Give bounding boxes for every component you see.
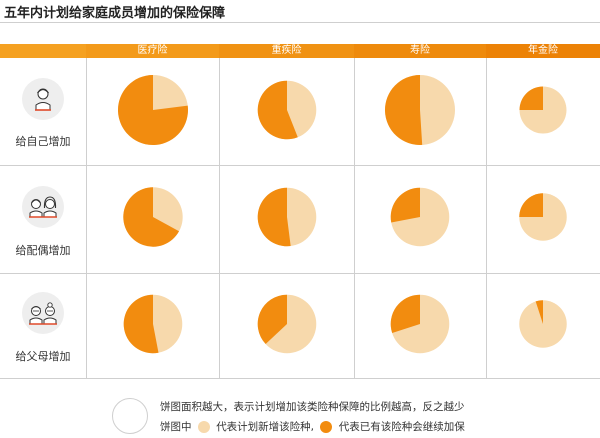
pie-3-1 xyxy=(123,294,183,354)
pie-slice-existing xyxy=(257,80,298,140)
pie-slice-existing xyxy=(123,187,180,247)
pie-2-3 xyxy=(390,187,450,247)
legend-prefix: 饼图中 xyxy=(160,421,192,433)
header-critical-illness: 重疾险 xyxy=(219,44,354,58)
pie-2-2 xyxy=(257,187,317,247)
header-corner xyxy=(0,44,86,58)
row-divider xyxy=(0,378,600,379)
row-label-spouse: 给配偶增加 xyxy=(15,244,71,257)
pie-1-4 xyxy=(519,86,567,134)
pie-slice-existing xyxy=(390,294,420,334)
pie-slice-existing xyxy=(519,86,543,110)
pie-slice-existing xyxy=(384,75,423,145)
pie-slice-existing xyxy=(390,187,420,223)
column-divider xyxy=(486,58,487,378)
legend-size-note: 饼图面积越大，表示计划增加该类险种保障的比例越高，反之越少 xyxy=(160,401,465,413)
pie-2-4 xyxy=(519,193,567,241)
pie-3-3 xyxy=(390,294,450,354)
pie-slice-existing xyxy=(257,187,291,247)
couple-avatar-icon xyxy=(22,186,64,228)
header-medical: 医疗险 xyxy=(86,44,219,58)
pie-slice-existing xyxy=(123,294,159,354)
pie-slice-existing xyxy=(257,294,287,345)
title-divider xyxy=(0,22,600,23)
header-life: 寿险 xyxy=(354,44,486,58)
legend-size-circle-icon xyxy=(112,398,148,434)
column-divider xyxy=(86,58,87,378)
pie-1-1 xyxy=(117,75,188,146)
new-coverage-swatch-icon xyxy=(197,420,210,433)
self-avatar-icon xyxy=(22,78,64,120)
row-divider xyxy=(0,273,600,274)
pie-3-2 xyxy=(257,294,317,354)
pie-slice-existing xyxy=(535,300,543,324)
row-label-self: 给自己增加 xyxy=(15,135,71,148)
pie-slice-existing xyxy=(519,193,543,217)
header-annuity: 年金险 xyxy=(486,44,600,58)
existing-coverage-swatch-icon xyxy=(320,420,333,433)
row-divider xyxy=(0,165,600,166)
row-label-parents: 给父母增加 xyxy=(15,350,71,363)
pie-slice-existing xyxy=(117,75,188,146)
legend-color-key: 饼图中 代表计划新增该险种, 代表已有该险种会继续加保 xyxy=(160,419,465,434)
pie-2-1 xyxy=(123,187,183,247)
legend-existing-label: 代表已有该险种会继续加保 xyxy=(338,421,465,433)
pie-3-4 xyxy=(519,300,567,348)
pie-1-3 xyxy=(384,75,455,145)
page-title: 五年内计划给家庭成员增加的保险保障 xyxy=(4,6,226,21)
column-divider xyxy=(219,58,220,378)
column-divider xyxy=(354,58,355,378)
parents-avatar-icon xyxy=(22,292,64,334)
legend-new-label: 代表计划新增该险种, xyxy=(216,421,315,433)
pie-1-2 xyxy=(257,80,317,140)
